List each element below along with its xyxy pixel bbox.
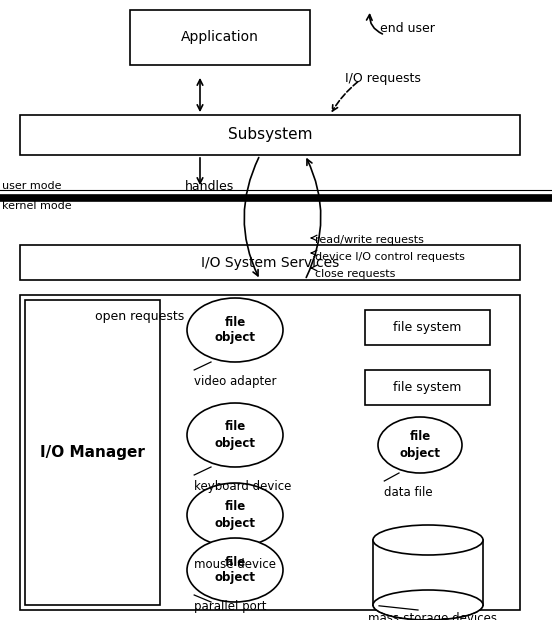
Bar [20, 295, 520, 610]
Ellipse shape [187, 483, 283, 547]
Text: read/write requests: read/write requests [315, 235, 424, 245]
Ellipse shape [373, 590, 483, 620]
Ellipse shape [187, 403, 283, 467]
Text: close requests: close requests [315, 269, 395, 279]
Bar [365, 370, 490, 405]
Text: handles: handles [185, 180, 234, 193]
Bar [20, 245, 520, 280]
Text: parallel port: parallel port [194, 600, 267, 613]
Text: file system: file system [394, 381, 461, 394]
Bar [365, 310, 490, 345]
Ellipse shape [373, 525, 483, 555]
Text: file
object: file object [400, 430, 440, 459]
Text: keyboard device: keyboard device [194, 480, 291, 493]
Text: data file: data file [384, 486, 433, 499]
Text: file
object: file object [215, 556, 256, 585]
Text: file
object: file object [215, 500, 256, 529]
Text: I/O System Services: I/O System Services [201, 255, 339, 270]
Text: device I/O control requests: device I/O control requests [315, 252, 465, 262]
Bar [20, 115, 520, 155]
Ellipse shape [187, 298, 283, 362]
Ellipse shape [187, 538, 283, 602]
Text: mouse device: mouse device [194, 558, 276, 571]
Text: file
object: file object [215, 316, 256, 345]
Text: Subsystem: Subsystem [228, 128, 312, 143]
Text: end user: end user [380, 22, 435, 35]
Text: user mode: user mode [2, 181, 61, 191]
Text: file
object: file object [215, 420, 256, 450]
Text: open requests: open requests [95, 310, 184, 323]
Bar [130, 10, 310, 65]
Bar [25, 300, 160, 605]
Ellipse shape [378, 417, 462, 473]
Text: I/O Manager: I/O Manager [40, 445, 145, 460]
Text: mass-storage devices: mass-storage devices [368, 612, 497, 620]
Text: file system: file system [394, 321, 461, 334]
Text: kernel mode: kernel mode [2, 201, 72, 211]
Text: Application: Application [181, 30, 259, 45]
Text: I/O requests: I/O requests [345, 72, 421, 85]
Text: video adapter: video adapter [194, 375, 277, 388]
